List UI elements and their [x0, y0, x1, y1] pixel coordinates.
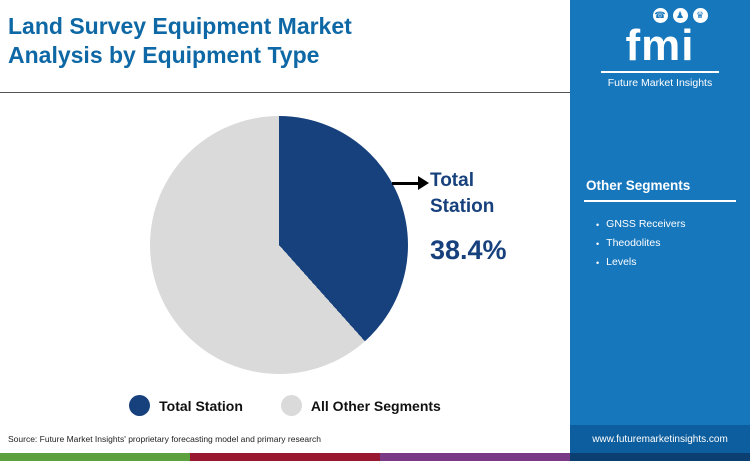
- arrow-shaft: [392, 182, 420, 185]
- callout-arrow-icon: [392, 176, 430, 190]
- callout-value: 38.4%: [430, 235, 507, 265]
- trophy-icon: ♛: [692, 8, 708, 23]
- title-divider: [0, 92, 570, 93]
- list-item: • GNSS Receivers: [596, 218, 686, 232]
- bullet-icon: •: [596, 239, 600, 249]
- page-title-line2: Analysis by Equipment Type: [8, 42, 320, 69]
- segment-label: Levels: [606, 256, 637, 268]
- fmi-logo: ☎ ♟ ♛ fmi Future Market Insights: [570, 8, 750, 89]
- logo-wordmark: fmi: [625, 21, 695, 70]
- chart-legend: Total Station All Other Segments: [0, 395, 570, 416]
- bullet-icon: •: [596, 220, 600, 230]
- stripe-segment-maroon: [190, 453, 380, 461]
- legend-label: Total Station: [159, 397, 243, 414]
- sidebar: ☎ ♟ ♛ fmi Future Market Insights Other S…: [570, 0, 750, 461]
- pie-chart: [150, 116, 408, 374]
- list-item: • Theodolites: [596, 237, 686, 251]
- legend-label: All Other Segments: [310, 397, 441, 414]
- other-segments-list: • GNSS Receivers • Theodolites • Levels: [596, 218, 686, 275]
- phone-icon: ☎: [652, 8, 668, 23]
- bullet-icon: •: [596, 258, 600, 268]
- list-item: • Levels: [596, 256, 686, 270]
- bottom-stripe: [0, 453, 750, 461]
- page-title: Land Survey Equipment Market Analysis by…: [8, 12, 564, 71]
- website-link[interactable]: www.futuremarketinsights.com: [570, 425, 750, 453]
- stripe-segment-green: [0, 453, 190, 461]
- main-panel: Land Survey Equipment Market Analysis by…: [0, 12, 570, 444]
- legend-item-total-station: Total Station: [129, 395, 243, 416]
- logo-icons: ☎ ♟ ♛: [610, 8, 750, 23]
- heading-underline: [584, 200, 736, 202]
- legend-item-all-other-segments: All Other Segments: [280, 395, 441, 416]
- segment-label: GNSS Receivers: [606, 218, 686, 230]
- callout-label: Total Station: [430, 170, 495, 217]
- page-title-line1: Land Survey Equipment Market: [8, 13, 352, 39]
- legend-swatch-all-other-segments: [280, 395, 302, 416]
- legend-swatch-total-station: [129, 395, 151, 416]
- website-url[interactable]: www.futuremarketinsights.com: [592, 433, 728, 445]
- brand-name: Future Market Insights: [607, 76, 713, 89]
- stripe-segment-navy: [570, 453, 750, 461]
- arrow-head: [418, 176, 429, 190]
- stripe-segment-purple: [380, 453, 570, 461]
- person-icon: ♟: [672, 8, 688, 23]
- source-note: Source: Future Market Insights' propriet…: [8, 434, 321, 444]
- other-segments-heading: Other Segments: [586, 178, 691, 193]
- logo-underline: [601, 70, 719, 73]
- segment-label: Theodolites: [606, 237, 661, 249]
